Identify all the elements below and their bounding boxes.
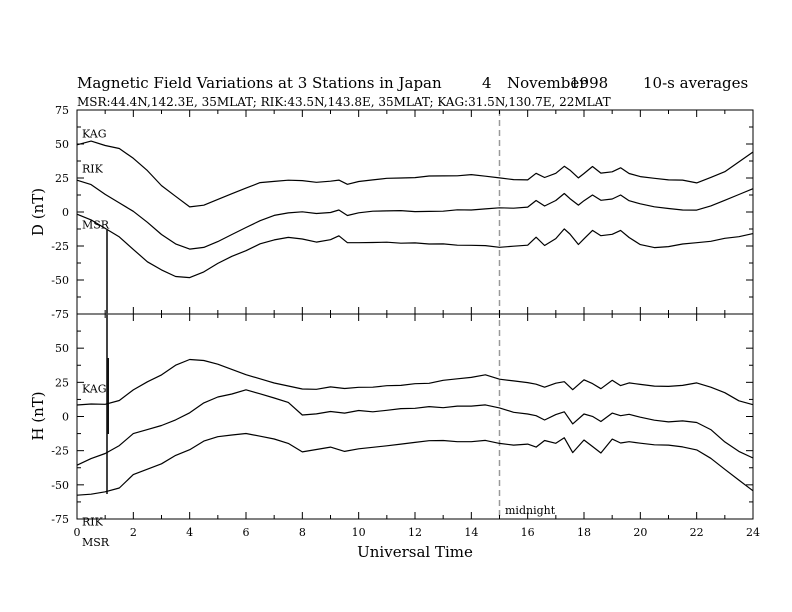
series-line-d-msr	[76, 213, 754, 279]
series-line-h-kag	[76, 358, 754, 406]
x-tick-label: 16	[521, 526, 535, 539]
averaging-label: 10-s averages	[643, 74, 748, 92]
x-tick-label: 14	[464, 526, 478, 539]
y-tick-label: 75	[55, 104, 69, 117]
x-tick-label: 18	[577, 526, 591, 539]
h-panel-frame	[76, 313, 754, 520]
h-axis-label: H (nT)	[29, 391, 47, 440]
date-day: 4	[482, 74, 492, 92]
data-series	[76, 140, 754, 496]
x-axis-label: Universal Time	[357, 543, 473, 561]
station-coordinates: MSR:44.4N,142.3E, 35MLAT; RIK:43.5N,143.…	[77, 95, 611, 109]
series-label-d-kag: KAG	[82, 127, 107, 140]
x-tick-label: 10	[352, 526, 366, 539]
date-year: 1998	[570, 74, 608, 92]
y-tick-label: -50	[51, 479, 69, 492]
series-labels: KAG RIK MSR KAG RIK MSR	[82, 127, 110, 548]
chart-title: Magnetic Field Variations at 3 Stations …	[77, 74, 442, 92]
x-tick-label: 4	[186, 526, 193, 539]
x-tick-label: 24	[746, 526, 760, 539]
series-label-d-msr: MSR	[82, 219, 110, 232]
y-tick-label: 50	[55, 342, 69, 355]
y-tick-label: 25	[55, 172, 69, 185]
midnight-label: midnight	[505, 504, 556, 517]
series-line-d-rik	[76, 179, 754, 250]
date-month: November	[507, 74, 587, 92]
d-axis-label: D (nT)	[29, 188, 47, 236]
y-tick-label: -75	[51, 513, 69, 526]
x-tick-label: 22	[690, 526, 704, 539]
y-tick-label: -50	[51, 274, 69, 287]
y-tick-label: -25	[51, 240, 69, 253]
y-tick-label: -25	[51, 445, 69, 458]
series-label-h-kag: KAG	[82, 383, 107, 396]
y-tick-label: -75	[51, 308, 69, 321]
y-tick-label: 0	[62, 411, 69, 424]
series-line-h-rik	[76, 389, 754, 466]
series-label-d-rik: RIK	[82, 163, 104, 176]
x-tick-label: 2	[130, 526, 137, 539]
series-label-h-rik: RIK	[82, 516, 104, 529]
x-tick-label: 6	[243, 526, 250, 539]
y-tick-label: 50	[55, 138, 69, 151]
series-line-d-kag	[76, 140, 754, 208]
series-label-h-msr: MSR	[82, 536, 110, 549]
x-tick-label: 12	[408, 526, 422, 539]
x-tick-label: 0	[74, 526, 81, 539]
x-tick-label: 8	[299, 526, 306, 539]
y-tick-label: 25	[55, 376, 69, 389]
x-tick-label: 20	[633, 526, 647, 539]
series-line-h-msr	[76, 432, 754, 496]
y-tick-label: 0	[62, 206, 69, 219]
